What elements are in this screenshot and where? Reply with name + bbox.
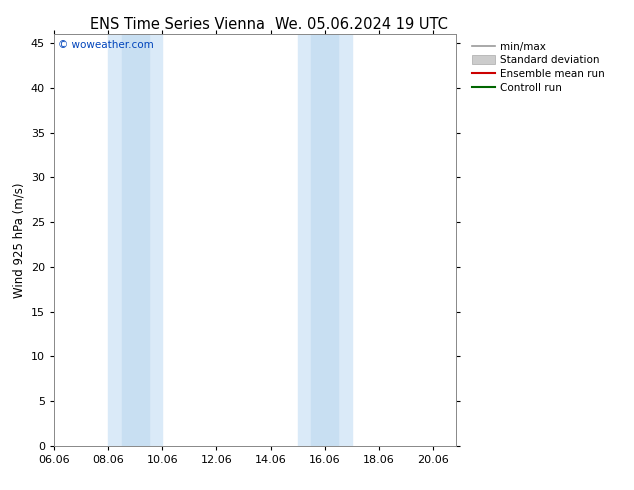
Legend: min/max, Standard deviation, Ensemble mean run, Controll run: min/max, Standard deviation, Ensemble me… — [470, 40, 607, 95]
Bar — [311, 34, 339, 446]
Y-axis label: Wind 925 hPa (m/s): Wind 925 hPa (m/s) — [12, 182, 25, 298]
Bar — [108, 34, 162, 446]
Bar — [122, 34, 149, 446]
Text: © woweather.com: © woweather.com — [58, 41, 153, 50]
Text: We. 05.06.2024 19 UTC: We. 05.06.2024 19 UTC — [275, 17, 448, 32]
Text: ENS Time Series Vienna: ENS Time Series Vienna — [90, 17, 265, 32]
Bar — [298, 34, 352, 446]
